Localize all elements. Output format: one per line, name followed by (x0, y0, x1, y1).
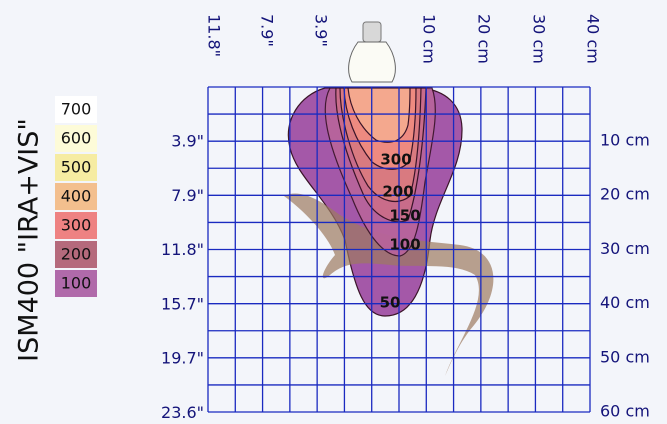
top-axis-label: 40 cm (584, 14, 603, 64)
right-axis-label: 50 cm (600, 347, 650, 366)
contour-label: 50 (380, 294, 401, 312)
legend-label: 100 (61, 274, 92, 293)
top-axis-label: 11.8" (205, 14, 224, 57)
right-axis-label: 10 cm (600, 131, 650, 150)
left-axis-label: 7.9" (171, 186, 204, 205)
contour-label: 200 (382, 183, 413, 201)
top-axis-label: 3.9" (312, 14, 331, 47)
left-axis-label: 3.9" (171, 132, 204, 151)
legend-label: 300 (61, 216, 92, 235)
top-axis-label: 30 cm (530, 14, 549, 64)
contour-label: 100 (389, 236, 420, 254)
left-axis-label: 19.7" (161, 349, 204, 368)
right-axis-label: 30 cm (600, 239, 650, 258)
right-axis-label: 20 cm (600, 185, 650, 204)
right-axis-label: 60 cm (600, 402, 650, 421)
top-axis-label: 20 cm (475, 14, 494, 64)
legend-label: 500 (61, 158, 92, 177)
legend-label: 600 (61, 129, 92, 148)
contour-label: 300 (380, 151, 411, 169)
legend-label: 700 (61, 100, 92, 119)
diagram: ISM400 "IRA+VIS" 700 600 500 400 300 200 100 1… (0, 0, 667, 424)
bulb-base (363, 22, 381, 42)
legend: 700 600 500 400 300 200 100 (55, 96, 97, 297)
left-axis-label: 23.6" (161, 403, 204, 422)
left-axis-label: 15.7" (161, 294, 204, 313)
top-axis-label: 10 cm (420, 14, 439, 64)
top-axis-label: 7.9" (258, 14, 277, 47)
title: ISM400 "IRA+VIS" (14, 118, 45, 362)
legend-label: 400 (61, 187, 92, 206)
bulb-glass (349, 42, 396, 82)
contour-label: 150 (389, 207, 420, 225)
left-axis-label: 11.8" (161, 240, 204, 259)
right-axis-label: 40 cm (600, 293, 650, 312)
legend-label: 200 (61, 245, 92, 264)
